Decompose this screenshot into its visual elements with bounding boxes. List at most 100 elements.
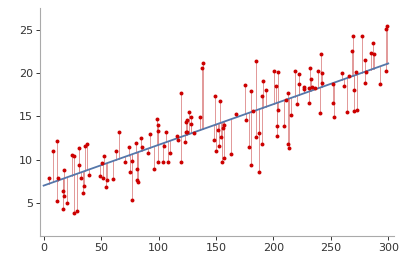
Point bbox=[348, 49, 354, 53]
Point bbox=[187, 115, 194, 119]
Point bbox=[282, 98, 288, 102]
Point bbox=[182, 120, 188, 124]
Point bbox=[311, 86, 318, 90]
Point bbox=[173, 134, 180, 139]
Point bbox=[221, 122, 227, 127]
Point bbox=[213, 149, 219, 153]
Point bbox=[103, 177, 109, 182]
Point bbox=[155, 129, 161, 133]
Point bbox=[183, 118, 189, 122]
Point bbox=[343, 110, 350, 114]
Point bbox=[70, 154, 77, 158]
Point bbox=[350, 88, 356, 92]
Point bbox=[161, 144, 167, 149]
Point bbox=[188, 122, 194, 126]
Point bbox=[338, 71, 344, 75]
Point bbox=[138, 145, 145, 149]
Point bbox=[146, 132, 152, 136]
Point bbox=[128, 198, 135, 202]
Point bbox=[162, 130, 169, 134]
Point bbox=[129, 159, 136, 163]
Point bbox=[101, 154, 107, 158]
Point bbox=[84, 142, 91, 146]
Point bbox=[78, 176, 84, 180]
Point bbox=[376, 82, 382, 86]
Point bbox=[178, 160, 184, 164]
Point bbox=[227, 152, 233, 156]
Point bbox=[358, 34, 364, 38]
Point bbox=[81, 184, 87, 188]
Point bbox=[199, 61, 205, 66]
Point bbox=[361, 81, 367, 85]
Point bbox=[82, 144, 89, 148]
Point bbox=[307, 77, 314, 81]
Point bbox=[308, 85, 315, 90]
Point bbox=[211, 138, 217, 142]
Point bbox=[249, 109, 256, 113]
Point bbox=[150, 167, 157, 171]
Point bbox=[184, 130, 190, 134]
Point bbox=[285, 146, 291, 150]
Point bbox=[245, 145, 252, 150]
Point bbox=[219, 125, 225, 130]
Point bbox=[218, 160, 225, 164]
Point bbox=[247, 88, 253, 93]
Point bbox=[350, 109, 357, 113]
Point bbox=[137, 136, 144, 140]
Point bbox=[383, 23, 389, 28]
Point bbox=[382, 27, 388, 31]
Point bbox=[295, 72, 302, 76]
Point bbox=[50, 149, 56, 153]
Point bbox=[155, 160, 161, 164]
Point bbox=[314, 68, 320, 73]
Point bbox=[232, 112, 239, 117]
Point bbox=[247, 162, 253, 167]
Point bbox=[274, 108, 281, 112]
Point bbox=[220, 156, 226, 161]
Point bbox=[241, 83, 248, 87]
Point bbox=[109, 176, 115, 181]
Point bbox=[269, 69, 276, 73]
Point bbox=[258, 142, 264, 146]
Point bbox=[132, 141, 139, 145]
Point bbox=[273, 70, 280, 74]
Point bbox=[125, 145, 132, 149]
Point bbox=[361, 58, 368, 62]
Point bbox=[300, 85, 306, 90]
Point bbox=[305, 85, 312, 90]
Point bbox=[317, 52, 323, 57]
Point bbox=[255, 170, 261, 175]
Point bbox=[199, 65, 205, 70]
Point bbox=[318, 71, 325, 75]
Point bbox=[306, 66, 313, 70]
Point bbox=[280, 123, 287, 128]
Point bbox=[306, 100, 312, 105]
Point bbox=[291, 69, 297, 73]
Point bbox=[98, 161, 105, 165]
Point bbox=[352, 107, 359, 112]
Point bbox=[369, 41, 375, 45]
Point bbox=[329, 82, 336, 86]
Point bbox=[370, 52, 376, 57]
Point bbox=[54, 139, 61, 143]
Point bbox=[352, 69, 358, 74]
Point bbox=[133, 167, 140, 172]
Point bbox=[196, 115, 203, 119]
Point bbox=[122, 159, 128, 164]
Point bbox=[262, 87, 269, 92]
Point bbox=[272, 84, 278, 89]
Point bbox=[174, 138, 181, 142]
Point bbox=[215, 127, 221, 132]
Point bbox=[73, 209, 80, 214]
Point bbox=[367, 51, 373, 55]
Point bbox=[61, 168, 67, 172]
Point bbox=[345, 74, 352, 78]
Point bbox=[99, 176, 105, 180]
Point bbox=[178, 91, 184, 95]
Point bbox=[293, 102, 300, 106]
Point bbox=[295, 82, 302, 87]
Point bbox=[102, 185, 109, 189]
Point bbox=[144, 151, 150, 155]
Point bbox=[116, 130, 122, 134]
Point bbox=[318, 81, 325, 85]
